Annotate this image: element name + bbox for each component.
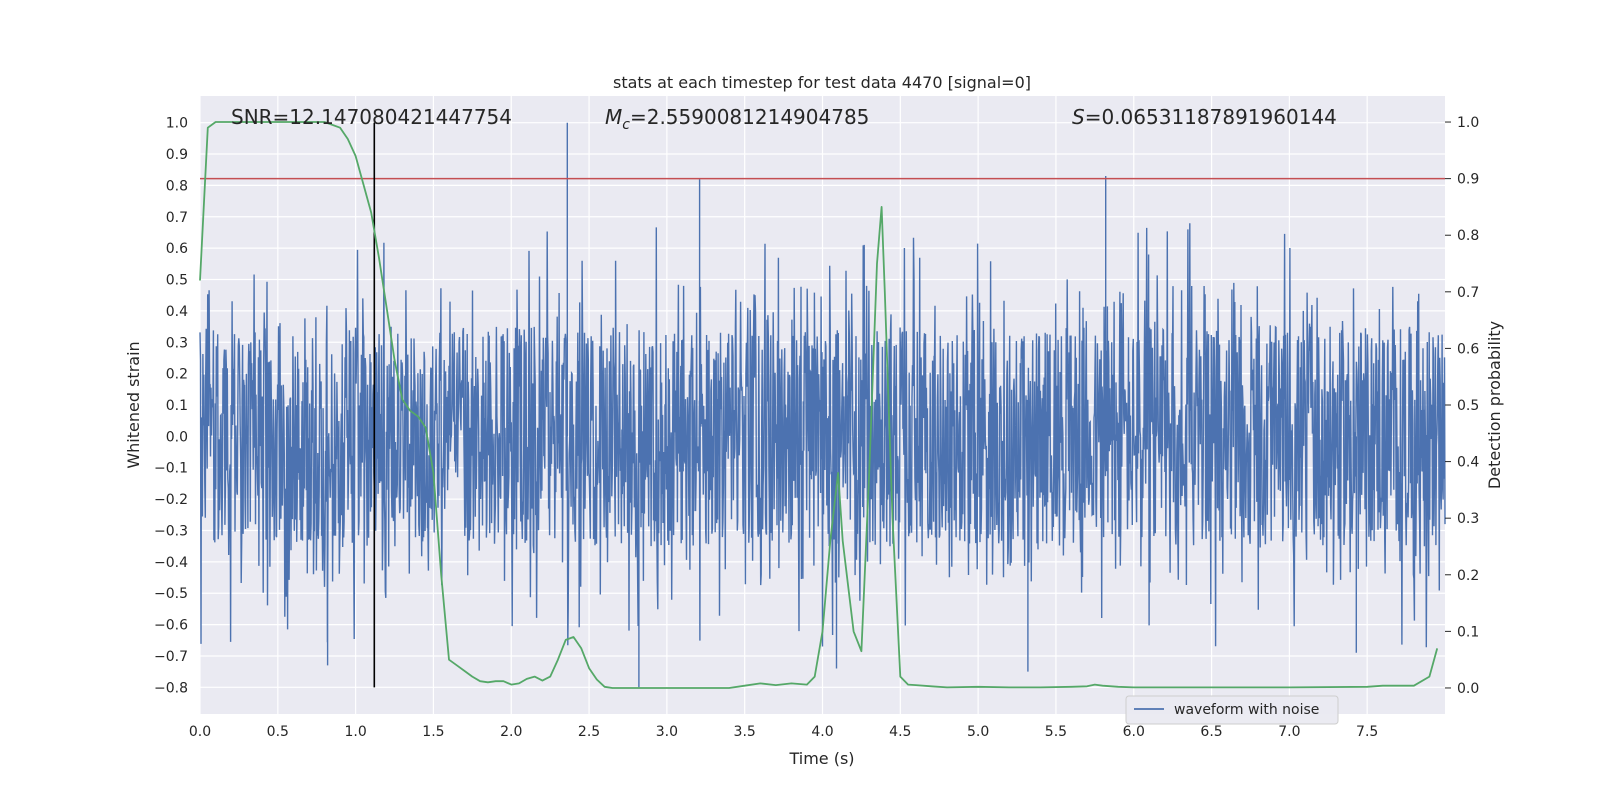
y-left-tick-label: 0.1 bbox=[166, 398, 188, 414]
y-left-tick-label: 0.0 bbox=[166, 429, 188, 445]
chirp-mass-subscript: c bbox=[622, 117, 630, 133]
y-right-tick-label: 0.5 bbox=[1457, 398, 1479, 414]
y-left-tick-label: −0.1 bbox=[154, 461, 188, 477]
y-left-tick-label: 0.5 bbox=[166, 273, 188, 289]
x-tick-label: 4.5 bbox=[889, 724, 911, 740]
x-tick-label: 1.5 bbox=[422, 724, 444, 740]
y-axis-left-label: Whitened strain bbox=[124, 341, 143, 468]
y-left-tick-label: −0.5 bbox=[154, 586, 188, 602]
x-tick-label: 4.0 bbox=[811, 724, 833, 740]
waveform-with-noise-line bbox=[199, 122, 1446, 688]
y-left-tick-label: 0.4 bbox=[166, 304, 188, 320]
s-symbol: S bbox=[1072, 105, 1085, 129]
x-axis: 0.0 0.5 1.0 1.5 2.0 2.5 3.0 3.5 4.0 4.5 5.0 5.5 6.0 6… bbox=[189, 724, 1378, 740]
s-value: =0.06531187891960144 bbox=[1085, 105, 1337, 129]
x-tick-label: 2.5 bbox=[578, 724, 600, 740]
y-left-tick-label: 0.6 bbox=[166, 241, 188, 257]
y-left-tick-label: 0.8 bbox=[166, 178, 188, 194]
legend-box bbox=[1125, 695, 1339, 725]
x-tick-label: 0.5 bbox=[267, 724, 289, 740]
y-right-tick-label: 0.6 bbox=[1457, 341, 1479, 357]
y-right-tick-label: 0.2 bbox=[1457, 568, 1479, 584]
x-tick-label: 0.0 bbox=[189, 724, 211, 740]
y-right-tick-label: 0.7 bbox=[1457, 285, 1479, 301]
y-left-tick-label: 0.9 bbox=[166, 147, 188, 163]
x-tick-label: 1.0 bbox=[344, 724, 366, 740]
chart-title: stats at each timestep for test data 447… bbox=[613, 73, 1031, 92]
y-right-tick-label: 0.8 bbox=[1457, 228, 1479, 244]
y-right-tick-label: 0.4 bbox=[1457, 455, 1479, 471]
x-tick-label: 5.5 bbox=[1045, 724, 1067, 740]
chirp-mass-annotation: Mc=2.5590081214904785 bbox=[605, 105, 869, 133]
chirp-mass-symbol: M bbox=[605, 105, 622, 129]
y-left-tick-label: 0.3 bbox=[166, 335, 188, 351]
overlay-layer bbox=[199, 121, 1445, 689]
chirp-mass-value: =2.5590081214904785 bbox=[630, 105, 869, 129]
y-left-tick-label: −0.2 bbox=[154, 492, 188, 508]
x-tick-label: 2.0 bbox=[500, 724, 522, 740]
x-tick-label: 7.0 bbox=[1278, 724, 1300, 740]
x-tick-label: 6.0 bbox=[1123, 724, 1145, 740]
y-left-tick-label: 0.7 bbox=[166, 210, 188, 226]
x-tick-label: 3.0 bbox=[656, 724, 678, 740]
y-axis-left: −0.8 −0.7 −0.6 −0.5 −0.4 −0.3 −0.2 −0.1 0.0 0.1 0.… bbox=[154, 116, 188, 697]
legend-label-waveform: waveform with noise bbox=[1174, 702, 1319, 718]
y-axis-right-label: Detection probability bbox=[1485, 321, 1504, 489]
legend: waveform with noise bbox=[1125, 695, 1339, 725]
x-axis-label: Time (s) bbox=[788, 749, 854, 768]
y-left-tick-label: 0.2 bbox=[166, 367, 188, 383]
detection-probability-line bbox=[199, 121, 1439, 689]
y-right-tick-label: 0.1 bbox=[1457, 624, 1479, 640]
y-left-tick-label: −0.4 bbox=[154, 555, 188, 571]
y-left-tick-label: −0.8 bbox=[154, 680, 188, 696]
x-tick-label: 5.0 bbox=[967, 724, 989, 740]
y-right-tick-label: 1.0 bbox=[1457, 115, 1479, 131]
s-annotation: S=0.06531187891960144 bbox=[1072, 105, 1337, 129]
y-left-tick-label: −0.3 bbox=[154, 523, 188, 539]
snr-annotation: SNR=12.147080421447754 bbox=[231, 105, 512, 129]
y-left-tick-label: −0.7 bbox=[154, 649, 188, 665]
x-tick-label: 6.5 bbox=[1200, 724, 1222, 740]
x-tick-label: 7.5 bbox=[1356, 724, 1378, 740]
y-right-tick-label: 0.0 bbox=[1457, 681, 1479, 697]
x-tick-label: 3.5 bbox=[734, 724, 756, 740]
waveform-with-noise-series bbox=[199, 122, 1446, 688]
y-axis-right: 0.0 0.1 0.2 0.3 0.4 0.5 0.6 0.7 0.8 0.9 1.0 bbox=[1445, 115, 1479, 697]
y-right-tick-label: 0.9 bbox=[1457, 172, 1479, 188]
y-right-tick-label: 0.3 bbox=[1457, 511, 1479, 527]
y-left-tick-label: 1.0 bbox=[166, 116, 188, 132]
y-left-tick-label: −0.6 bbox=[154, 618, 188, 634]
